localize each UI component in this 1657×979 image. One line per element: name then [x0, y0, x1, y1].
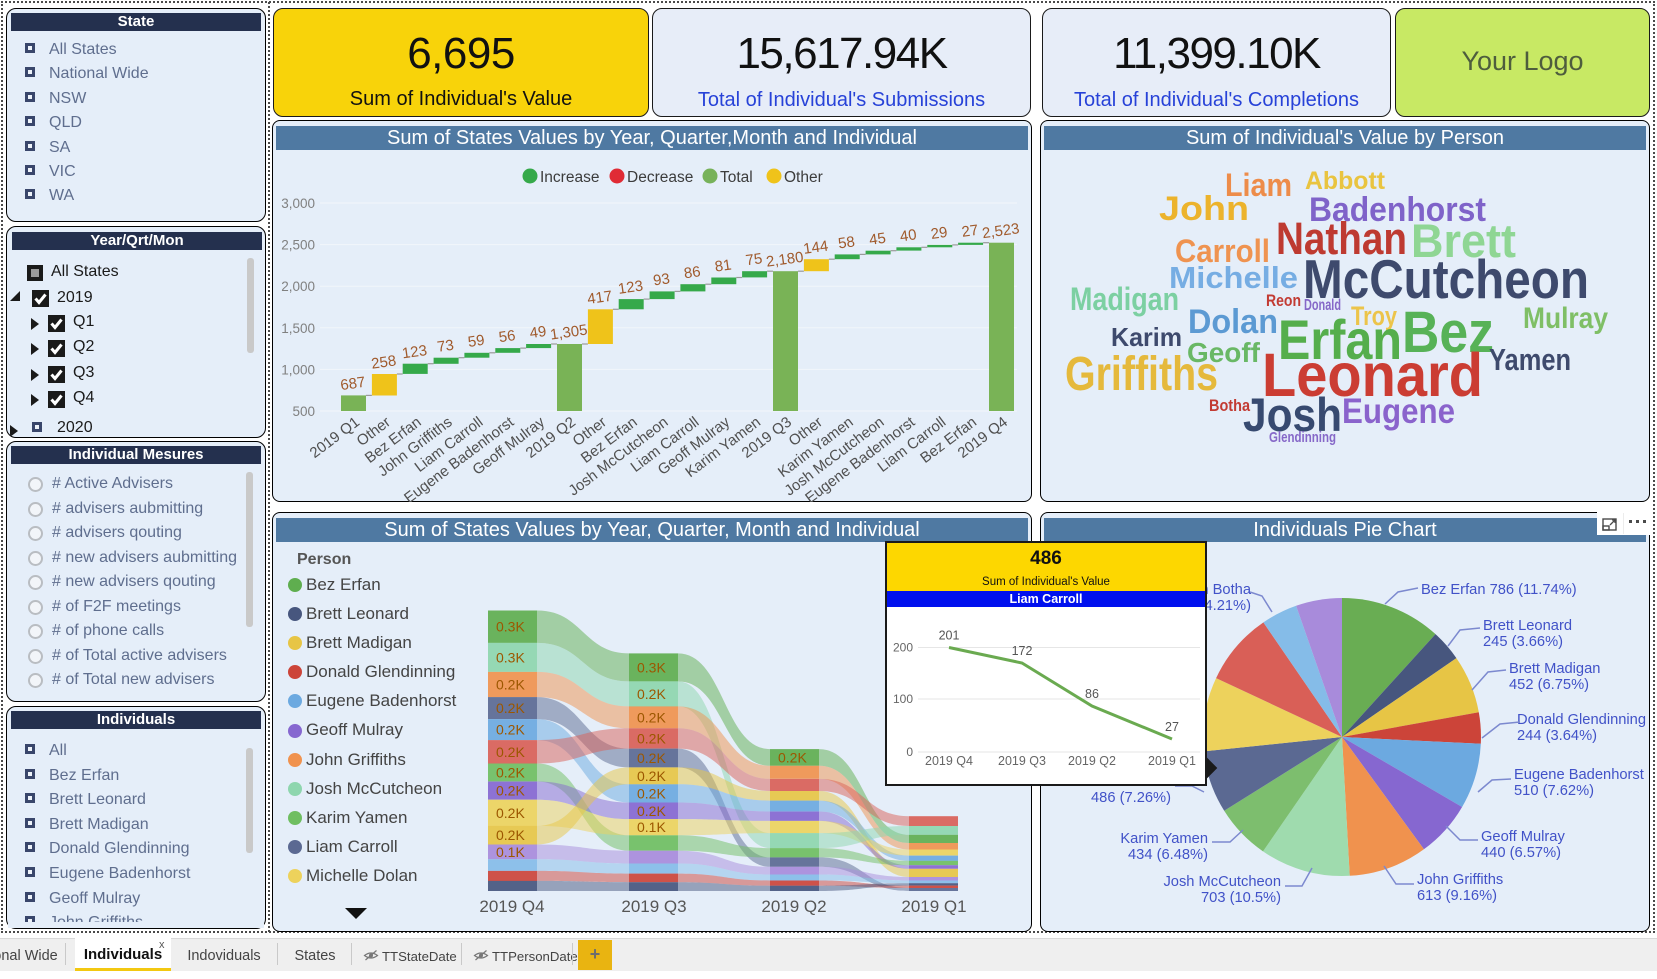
svg-text:Michelle: Michelle [1169, 260, 1298, 295]
svg-text:Brett: Brett [1411, 214, 1516, 267]
svg-text:0.2K: 0.2K [637, 768, 666, 784]
svg-text:49: 49 [529, 323, 548, 342]
svg-text:2019 Q4: 2019 Q4 [479, 897, 544, 916]
svg-text:58: 58 [837, 233, 856, 252]
svg-text:2019 Q3: 2019 Q3 [998, 754, 1046, 768]
svg-text:1,000: 1,000 [281, 362, 315, 377]
svg-text:93: 93 [652, 270, 671, 289]
svg-text:40: 40 [899, 226, 918, 245]
svg-text:73: 73 [436, 337, 455, 356]
svg-text:0.2K: 0.2K [496, 677, 525, 693]
svg-text:27: 27 [961, 222, 980, 241]
svg-text:687: 687 [339, 374, 366, 394]
svg-text:0.2K: 0.2K [637, 709, 666, 725]
svg-text:Increase: Increase [540, 169, 599, 186]
svg-text:417: 417 [586, 288, 613, 308]
svg-text:144: 144 [802, 238, 829, 258]
svg-text:86: 86 [683, 263, 702, 282]
svg-text:2,180: 2,180 [765, 249, 805, 271]
svg-text:45: 45 [868, 230, 887, 249]
svg-text:27: 27 [1165, 720, 1179, 734]
svg-text:81: 81 [714, 256, 733, 275]
svg-text:59: 59 [467, 332, 486, 351]
svg-text:Yamen: Yamen [1489, 342, 1571, 377]
svg-text:123: 123 [617, 277, 644, 297]
svg-text:2019 Q2: 2019 Q2 [761, 897, 826, 916]
svg-text:0.2K: 0.2K [496, 722, 525, 738]
svg-text:Erfan: Erfan [1278, 308, 1402, 371]
svg-text:0.2K: 0.2K [496, 700, 525, 716]
svg-text:Eugene: Eugene [1342, 392, 1455, 431]
svg-text:2019 Q3: 2019 Q3 [621, 897, 686, 916]
svg-text:0.2K: 0.2K [496, 744, 525, 760]
svg-text:Josh: Josh [1243, 388, 1342, 441]
svg-text:1,500: 1,500 [281, 321, 315, 336]
svg-text:0.1K: 0.1K [637, 819, 666, 835]
svg-text:Geoff: Geoff [1187, 337, 1261, 368]
svg-text:Troy: Troy [1351, 301, 1397, 331]
svg-text:Reon: Reon [1266, 291, 1301, 310]
svg-text:0: 0 [906, 745, 913, 759]
svg-text:Mulray: Mulray [1523, 302, 1608, 335]
svg-text:Carroll: Carroll [1175, 233, 1270, 269]
svg-text:Madigan: Madigan [1070, 281, 1179, 317]
svg-text:McCutcheon: McCutcheon [1303, 248, 1589, 310]
svg-text:Badenhorst: Badenhorst [1309, 191, 1486, 229]
svg-text:Griffiths: Griffiths [1065, 348, 1218, 401]
svg-text:Glendinning: Glendinning [1269, 429, 1336, 446]
svg-text:0.2K: 0.2K [496, 805, 525, 821]
svg-text:0.3K: 0.3K [637, 659, 666, 675]
svg-text:Nathan: Nathan [1276, 213, 1407, 264]
svg-text:Leonard: Leonard [1262, 341, 1483, 409]
svg-text:0.2K: 0.2K [496, 765, 525, 781]
svg-text:201: 201 [939, 629, 960, 643]
svg-text:75: 75 [745, 250, 764, 269]
svg-text:0.2K: 0.2K [496, 827, 525, 843]
svg-text:0.3K: 0.3K [496, 649, 525, 665]
svg-text:Total: Total [720, 169, 753, 186]
svg-text:0.2K: 0.2K [637, 803, 666, 819]
svg-text:Bez: Bez [1402, 300, 1494, 365]
svg-text:172: 172 [1012, 644, 1033, 658]
svg-text:86: 86 [1085, 687, 1099, 701]
svg-text:29: 29 [930, 224, 949, 243]
svg-text:John: John [1159, 190, 1249, 228]
svg-text:Decrease: Decrease [627, 169, 693, 186]
svg-text:0.2K: 0.2K [637, 730, 666, 746]
svg-text:0.2K: 0.2K [637, 750, 666, 766]
svg-text:2019 Q1: 2019 Q1 [901, 897, 966, 916]
svg-text:100: 100 [893, 692, 913, 706]
svg-text:0.2K: 0.2K [637, 686, 666, 702]
svg-text:500: 500 [292, 404, 315, 419]
svg-text:2019 Q2: 2019 Q2 [1068, 754, 1116, 768]
svg-text:2,523: 2,523 [981, 220, 1021, 242]
svg-text:56: 56 [498, 327, 517, 346]
svg-text:2019 Q4: 2019 Q4 [925, 754, 973, 768]
svg-text:0.2K: 0.2K [637, 785, 666, 801]
svg-text:2,500: 2,500 [281, 238, 315, 253]
svg-text:200: 200 [893, 641, 913, 655]
svg-text:2,000: 2,000 [281, 279, 315, 294]
svg-text:Botha: Botha [1209, 396, 1250, 415]
svg-text:Abbott: Abbott [1305, 167, 1386, 195]
svg-text:1,305: 1,305 [549, 322, 589, 344]
svg-text:0.1K: 0.1K [496, 844, 525, 860]
svg-text:0.2K: 0.2K [496, 783, 525, 799]
svg-text:Karim: Karim [1111, 322, 1182, 352]
svg-text:2019 Q1: 2019 Q1 [1148, 754, 1196, 768]
svg-text:3,000: 3,000 [281, 196, 315, 211]
svg-text:123: 123 [401, 342, 428, 362]
svg-text:Liam: Liam [1225, 167, 1292, 203]
svg-text:Dolan: Dolan [1188, 303, 1278, 341]
svg-text:Donald: Donald [1304, 297, 1341, 314]
svg-text:258: 258 [370, 352, 397, 372]
svg-text:0.3K: 0.3K [496, 619, 525, 635]
svg-text:Other: Other [784, 169, 823, 186]
svg-text:0.2K: 0.2K [778, 750, 807, 766]
